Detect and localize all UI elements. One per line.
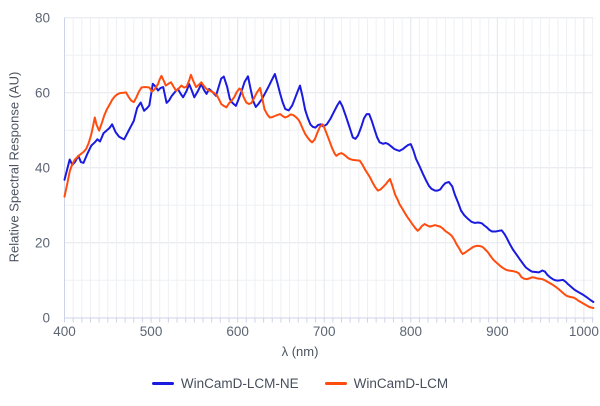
x-tick-label: 700	[313, 324, 336, 339]
x-axis-title-row: λ (nm)	[0, 344, 600, 359]
series-line-wincamd-lcm	[63, 73, 595, 309]
x-tick-label: 400	[53, 324, 76, 339]
x-tick-label: 900	[486, 324, 509, 339]
y-tick-label: 80	[35, 10, 50, 25]
y-tick-label: 20	[35, 235, 50, 250]
x-axis-title: λ (nm)	[281, 344, 319, 359]
legend-label-wincamd-lcm-ne: WinCamD-LCM-NE	[180, 376, 299, 391]
y-tick-label: 0	[42, 310, 50, 325]
x-tick-label: 1000	[569, 324, 599, 339]
legend-item-wincamd-lcm-ne[interactable]: WinCamD-LCM-NE	[151, 376, 299, 391]
series-line-wincamd-lcm-ne	[63, 73, 595, 303]
y-axis-title: Relative Spectral Response (AU)	[6, 71, 22, 263]
x-tick-label: 800	[400, 324, 423, 339]
x-tick-label: 600	[226, 324, 249, 339]
legend: WinCamD-LCM-NE WinCamD-LCM	[0, 376, 600, 391]
y-tick-label: 60	[35, 85, 50, 100]
y-tick-label: 40	[35, 160, 50, 175]
legend-line-swatch-blue	[151, 382, 174, 385]
legend-line-swatch-orange	[324, 382, 347, 385]
legend-item-wincamd-lcm[interactable]: WinCamD-LCM	[324, 376, 449, 391]
x-tick-label: 500	[140, 324, 163, 339]
legend-label-wincamd-lcm: WinCamD-LCM	[353, 376, 449, 391]
